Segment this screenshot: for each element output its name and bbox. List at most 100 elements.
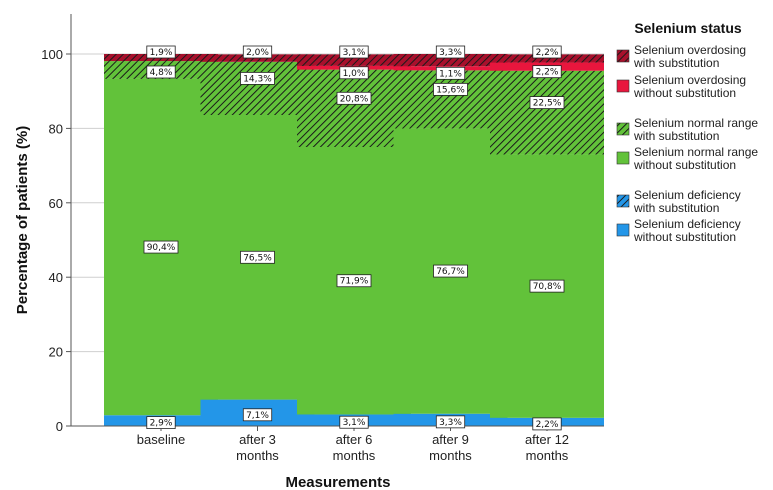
- y-tick-label: 80: [49, 121, 63, 136]
- y-axis-title: Percentage of patients (%): [14, 126, 31, 314]
- legend-label: without substitution: [633, 86, 736, 100]
- svg-text:20,8%: 20,8%: [340, 94, 369, 104]
- x-tick-label: baseline: [137, 432, 185, 447]
- data-label: 15,6%: [433, 82, 468, 96]
- svg-text:1,1%: 1,1%: [439, 69, 462, 79]
- svg-text:2,9%: 2,9%: [150, 419, 173, 429]
- svg-text:4,8%: 4,8%: [150, 68, 173, 78]
- legend-label: with substitution: [633, 201, 719, 215]
- data-label: 1,1%: [435, 66, 466, 80]
- y-tick-label: 40: [49, 270, 63, 285]
- data-label: 2,2%: [532, 45, 562, 59]
- data-label: 14,3%: [240, 72, 275, 85]
- data-label: 7,1%: [242, 408, 273, 422]
- bar-segment: [297, 69, 411, 147]
- data-label: 4,8%: [146, 65, 176, 79]
- svg-text:2,0%: 2,0%: [246, 48, 269, 58]
- x-tick-label: months: [333, 448, 376, 463]
- svg-text:1,0%: 1,0%: [343, 69, 366, 79]
- data-label: 2,9%: [146, 416, 176, 430]
- svg-text:3,3%: 3,3%: [439, 418, 462, 428]
- legend-swatch: [616, 122, 630, 136]
- data-labels: 2,9% 90,4% 4,8% 1,9% 7,1% 76,5% 14,3% 2,0% 3,1% 7…: [143, 45, 565, 431]
- legend-label: without substitution: [633, 158, 736, 172]
- svg-text:76,7%: 76,7%: [436, 267, 465, 277]
- data-label: 76,7%: [433, 264, 468, 278]
- legend-label: Selenium overdosing: [634, 73, 746, 87]
- bar-segment: [490, 54, 604, 63]
- legend-swatch: [616, 194, 630, 208]
- svg-text:15,6%: 15,6%: [436, 85, 465, 95]
- data-label: 90,4%: [143, 240, 179, 254]
- legend-swatch: [616, 151, 630, 165]
- svg-text:90,4%: 90,4%: [147, 243, 176, 253]
- legend-title: Selenium status: [634, 20, 742, 36]
- data-label: 3,3%: [435, 45, 466, 59]
- svg-text:14,3%: 14,3%: [243, 74, 272, 84]
- legend-swatch: [616, 49, 630, 63]
- legend-swatch: [616, 223, 630, 237]
- legend-label: Selenium overdosing: [634, 43, 746, 57]
- svg-text:2,2%: 2,2%: [536, 68, 559, 78]
- y-tick-labels: 0 20 40 60 80 100: [41, 47, 71, 434]
- legend-label: Selenium deficiency: [634, 217, 741, 231]
- x-tick-label: after 12: [525, 432, 569, 447]
- svg-text:7,1%: 7,1%: [246, 411, 269, 421]
- data-label: 2,0%: [242, 45, 273, 59]
- data-label: 71,9%: [336, 274, 372, 288]
- svg-text:3,3%: 3,3%: [439, 48, 462, 58]
- bar-segment: [393, 54, 508, 67]
- svg-text:76,5%: 76,5%: [243, 253, 272, 263]
- legend-label: without substitution: [633, 230, 736, 244]
- data-label: 2,2%: [532, 417, 562, 431]
- data-label: 2,2%: [532, 65, 562, 79]
- legend-label: Selenium normal range: [634, 116, 758, 130]
- y-tick-label: 0: [56, 419, 63, 434]
- bar-stack-group: [104, 54, 604, 426]
- svg-text:71,9%: 71,9%: [340, 277, 369, 287]
- svg-text:22,5%: 22,5%: [533, 99, 562, 109]
- legend-swatch: [616, 79, 630, 93]
- legend-label: with substitution: [633, 129, 719, 143]
- data-label: 3,1%: [339, 415, 369, 429]
- x-tick-label: months: [526, 448, 569, 463]
- x-tick-label: after 6: [336, 432, 373, 447]
- svg-text:1,9%: 1,9%: [150, 48, 173, 58]
- y-tick-label: 100: [41, 47, 63, 62]
- x-tick-label: after 3: [239, 432, 276, 447]
- svg-text:3,1%: 3,1%: [343, 48, 366, 58]
- data-label: 70,8%: [529, 279, 565, 293]
- data-label: 20,8%: [336, 91, 372, 105]
- svg-text:2,2%: 2,2%: [536, 48, 559, 58]
- data-label: 1,9%: [146, 45, 176, 59]
- data-label: 1,0%: [339, 66, 369, 80]
- legend-label: with substitution: [633, 56, 719, 70]
- x-tick-label: after 9: [432, 432, 469, 447]
- bar-segment: [200, 61, 315, 116]
- legend-label: Selenium normal range: [634, 145, 758, 159]
- bar-segment: [490, 70, 604, 155]
- legend: Selenium status Selenium overdosingwith …: [616, 20, 758, 244]
- y-tick-label: 20: [49, 345, 63, 360]
- svg-text:70,8%: 70,8%: [533, 282, 562, 292]
- legend-label: Selenium deficiency: [634, 188, 741, 202]
- svg-text:2,2%: 2,2%: [536, 420, 559, 430]
- bar-segment: [297, 54, 411, 66]
- data-label: 22,5%: [529, 96, 565, 109]
- x-tick-label: months: [429, 448, 472, 463]
- svg-text:3,1%: 3,1%: [343, 418, 366, 428]
- y-tick-label: 60: [49, 196, 63, 211]
- data-label: 3,3%: [435, 415, 466, 429]
- x-tick-label: months: [236, 448, 279, 463]
- bar-segment: [393, 70, 508, 129]
- x-axis-title: Measurements: [285, 474, 390, 490]
- data-label: 3,1%: [339, 45, 369, 59]
